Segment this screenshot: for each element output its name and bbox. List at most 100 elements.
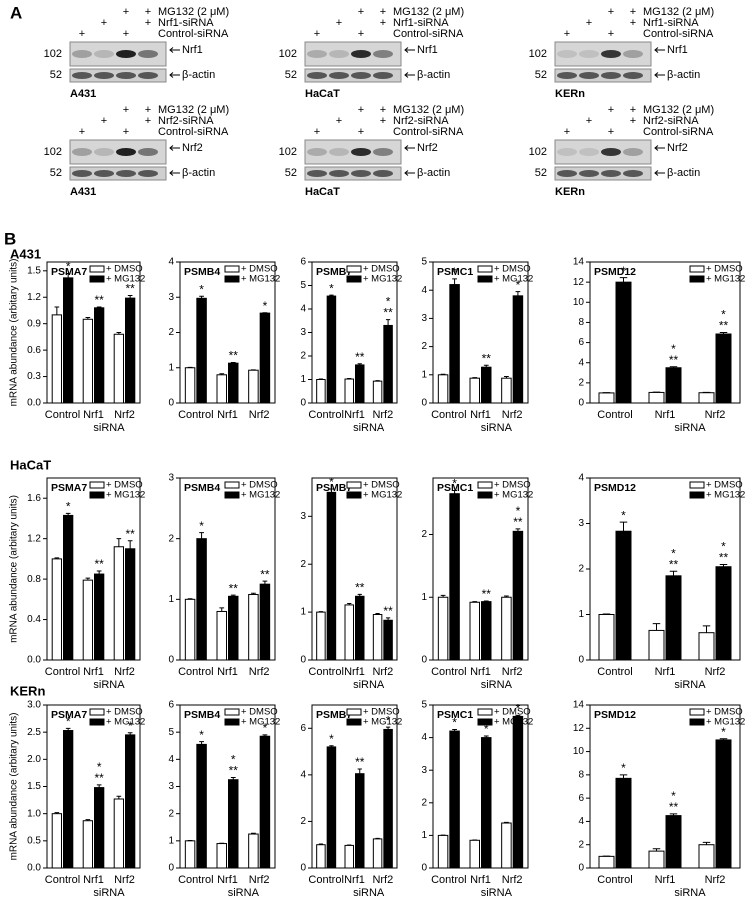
plot-frame: [311, 477, 398, 661]
y-tick-label: 3: [300, 327, 306, 338]
y-tick-label: 0: [421, 398, 427, 409]
treatment-label: Nrf1-siRNA: [158, 17, 214, 29]
y-tick-label: 4: [300, 304, 306, 315]
bar: [228, 779, 239, 869]
band: [72, 148, 92, 156]
y-tick-label: 1: [168, 835, 174, 846]
error-bar: [619, 774, 628, 779]
significance-mark: *: [199, 282, 204, 296]
bar: [248, 369, 259, 404]
bar: [449, 493, 460, 661]
y-tick-label: 2: [300, 559, 306, 570]
error-bar: [515, 528, 521, 532]
bar: [196, 297, 207, 404]
error-bar: [85, 317, 91, 320]
lane-sign: +: [358, 104, 364, 116]
error-bar: [54, 812, 60, 814]
legend-label: + MG132: [363, 274, 402, 285]
band: [138, 72, 158, 79]
y-tick-label: 4: [421, 732, 427, 743]
x-tick-label: Control: [431, 409, 466, 421]
y-tick-label: 1.6: [27, 493, 41, 504]
bar: [344, 844, 354, 869]
significance-mark: *: [263, 721, 268, 735]
error-bar: [65, 512, 71, 516]
x-tick-label: Control: [597, 874, 632, 886]
y-tick-label: 6: [300, 723, 306, 734]
significance-mark: **: [482, 351, 492, 365]
legend-swatch: [224, 708, 240, 716]
significance-mark: *: [621, 264, 626, 278]
bar: [512, 530, 524, 661]
bar: [259, 583, 271, 661]
y-tick-label: 4: [168, 754, 174, 765]
significance-mark: **: [355, 581, 365, 595]
error-bar: [385, 319, 391, 326]
marker-label: 52: [50, 167, 62, 179]
y-tick-label: 14: [573, 257, 585, 268]
error-bar: [515, 291, 521, 296]
band-label: β-actin: [417, 69, 450, 81]
bar: [437, 834, 449, 869]
band: [329, 72, 349, 79]
error-bar: [116, 332, 122, 335]
x-tick-label: Nrf1: [83, 874, 104, 886]
x-tick-label: Nrf2: [114, 874, 135, 886]
x-axis-label: siRNA: [93, 679, 125, 691]
bar: [113, 333, 124, 404]
lane-sign: +: [314, 126, 320, 138]
lane-sign: +: [380, 17, 386, 29]
y-tick-label: 6: [578, 793, 584, 804]
legend-swatch: [89, 265, 105, 273]
bar: [326, 295, 337, 404]
significance-mark: *: [386, 295, 391, 309]
y-tick-label: 0: [421, 655, 427, 666]
lane-sign: +: [336, 115, 342, 127]
error-bar: [347, 602, 352, 605]
error-bar: [504, 595, 509, 598]
lane-sign: +: [336, 17, 342, 29]
x-tick-label: Nrf2: [249, 874, 270, 886]
legend-swatch: [224, 481, 240, 489]
band-label: Nrf2: [417, 142, 438, 154]
error-bar: [452, 490, 457, 494]
error-bar: [452, 728, 457, 732]
y-tick-label: 1: [168, 594, 174, 605]
band: [351, 72, 371, 79]
bar: [344, 378, 354, 404]
y-tick-label: 12: [573, 277, 585, 288]
x-tick-label: Control: [45, 666, 80, 678]
bar: [648, 629, 665, 661]
bar: [598, 392, 615, 404]
significance-mark: **: [383, 604, 393, 618]
marker-label: 102: [44, 146, 62, 158]
legend-label: + MG132: [106, 490, 145, 501]
band: [579, 148, 599, 156]
y-tick-label: 5: [168, 727, 174, 738]
band: [329, 170, 349, 177]
band: [557, 50, 577, 58]
lane-sign: +: [123, 104, 129, 116]
bar: [469, 377, 480, 404]
bar: [383, 619, 393, 661]
lane-sign: +: [380, 115, 386, 127]
lane-sign: +: [79, 126, 85, 138]
significance-mark: **: [669, 353, 679, 367]
significance-mark: *: [721, 540, 726, 554]
legend-swatch: [346, 718, 362, 726]
y-tick-label: 12: [573, 723, 585, 734]
treatment-label: MG132 (2 μM): [158, 104, 229, 116]
band: [116, 148, 136, 156]
treatment-label: Control-siRNA: [643, 28, 714, 40]
bar: [51, 813, 63, 869]
error-bar: [219, 373, 225, 375]
bar: [344, 604, 354, 661]
significance-mark: *: [516, 702, 521, 716]
lane-sign: +: [586, 115, 592, 127]
error-bar: [54, 557, 60, 559]
y-tick-label: 5: [421, 700, 427, 711]
lane-sign: +: [101, 115, 107, 127]
significance-mark: **: [669, 800, 679, 814]
plot-frame: [589, 261, 741, 404]
